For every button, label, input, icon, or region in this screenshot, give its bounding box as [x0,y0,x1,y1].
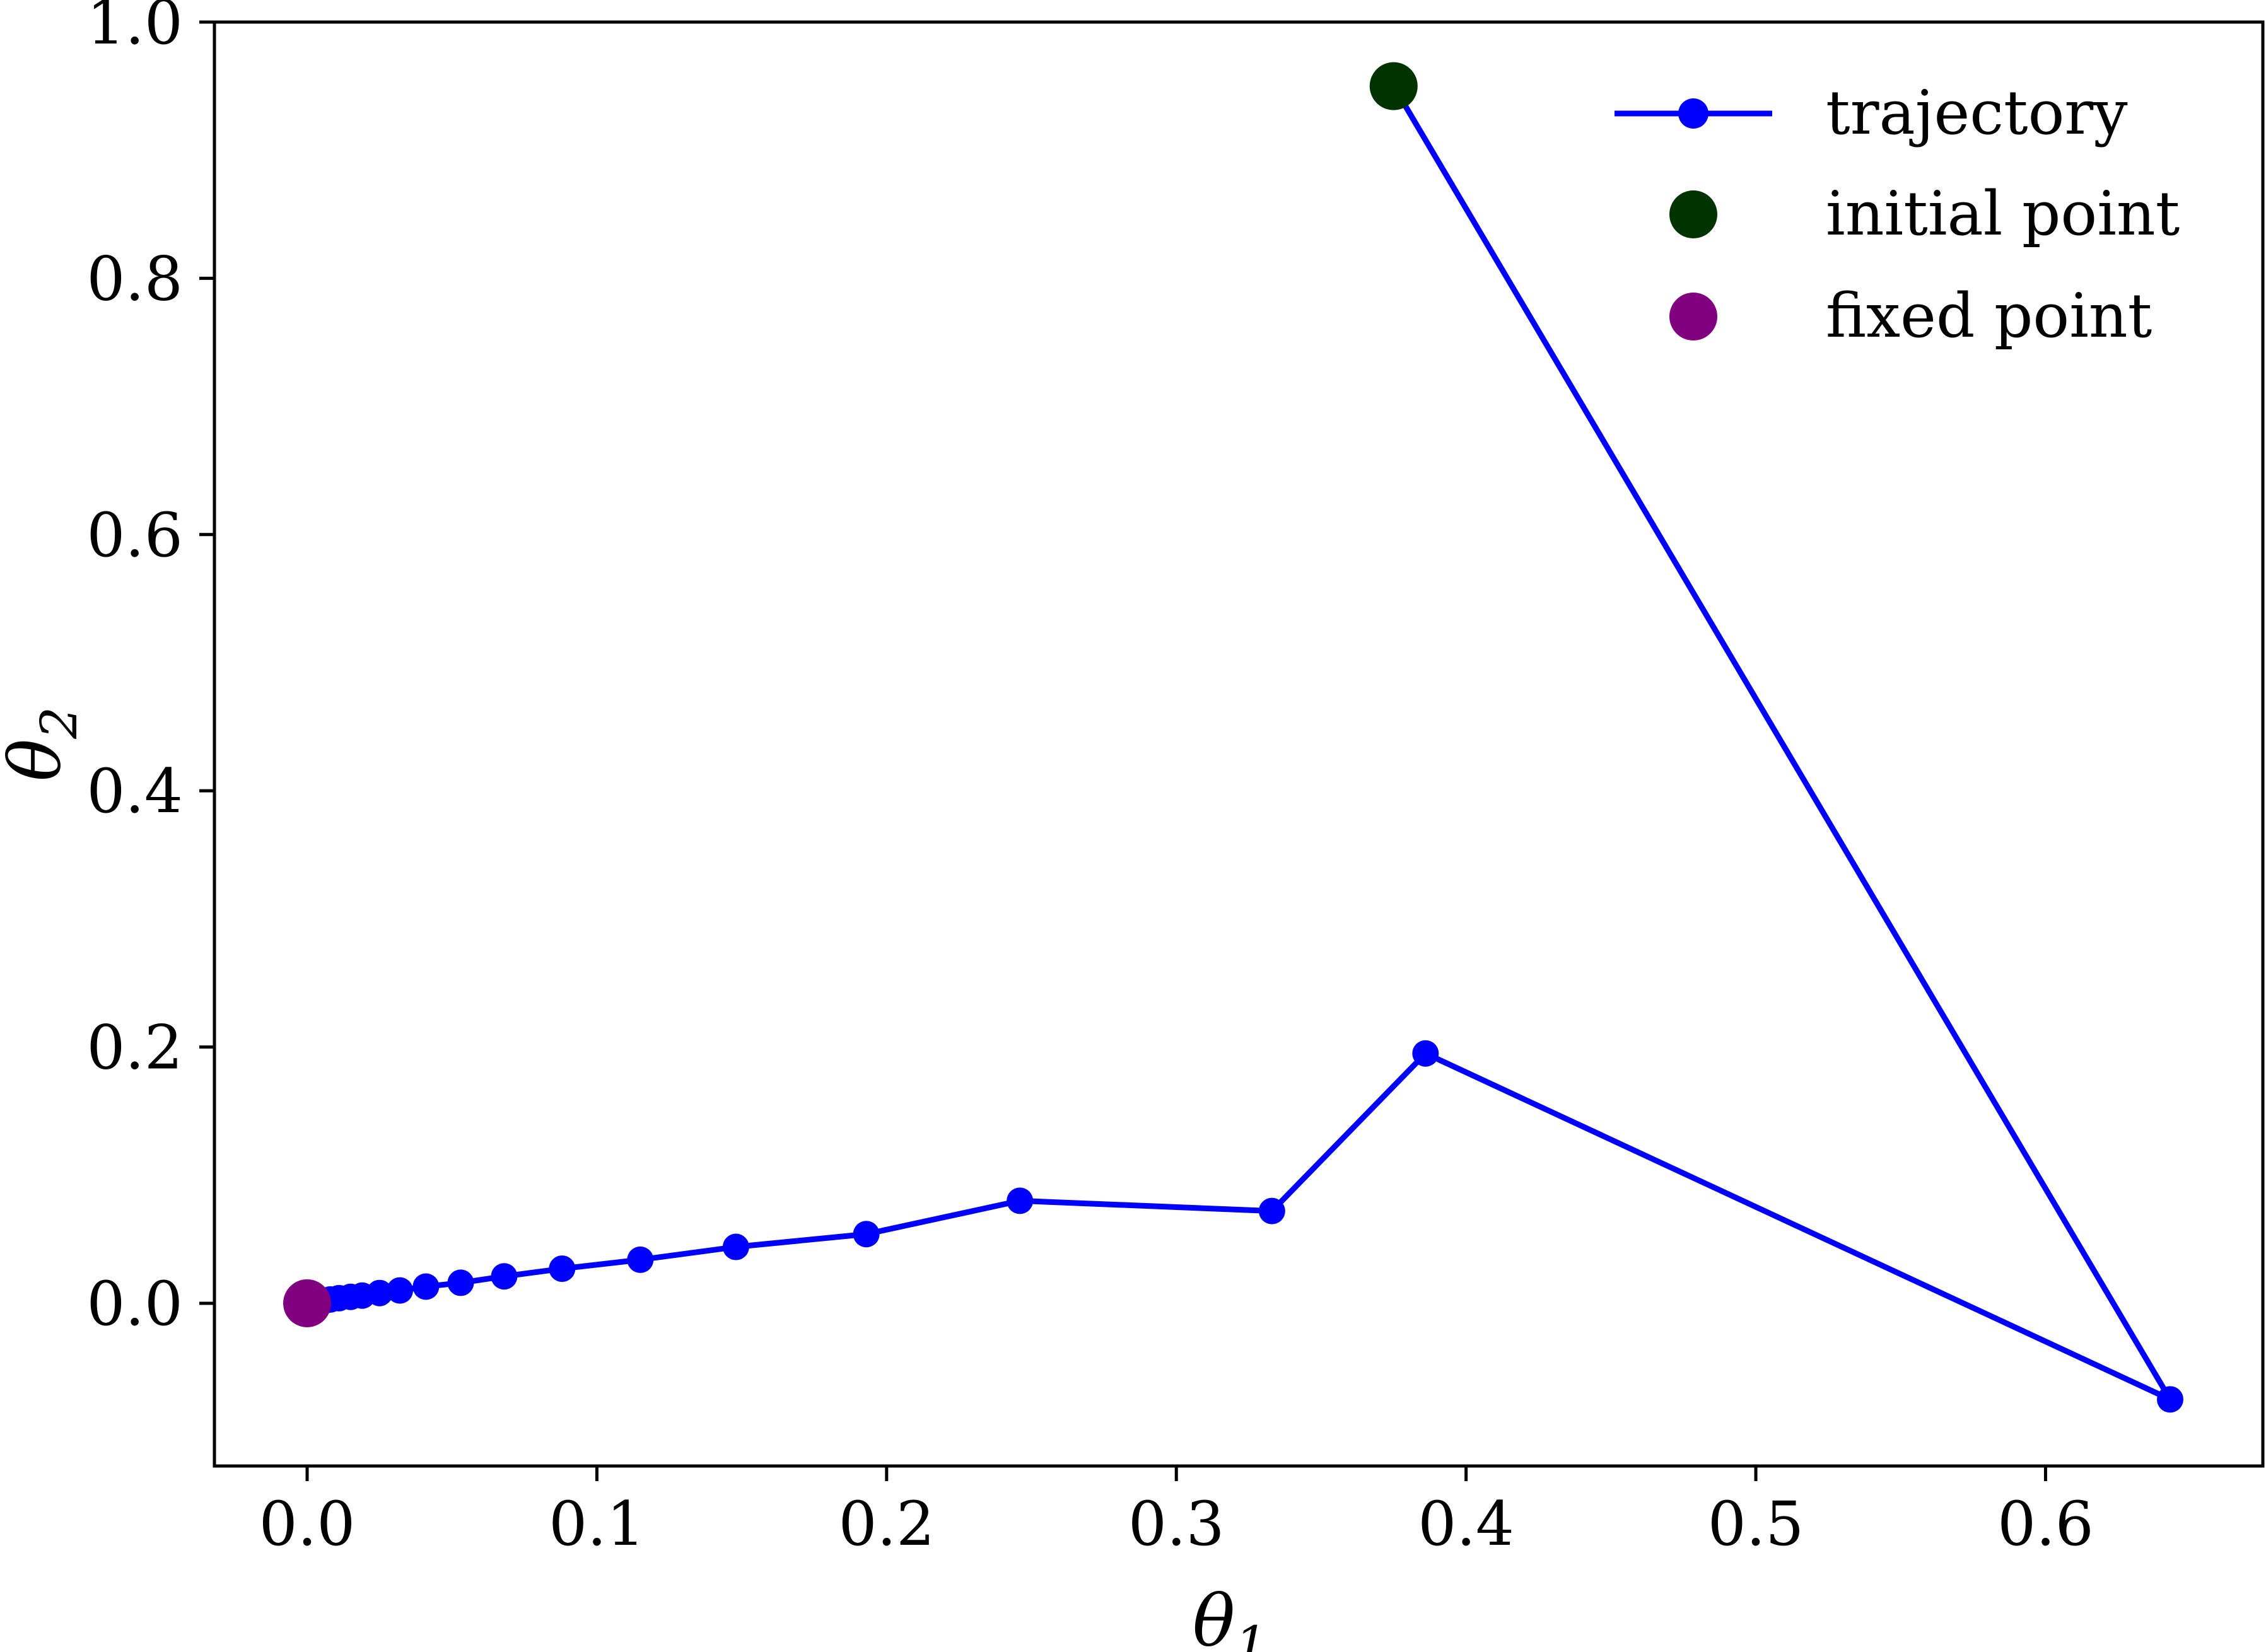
trajectory-point [853,1221,880,1248]
legend-initial-point-marker [1669,190,1717,238]
legend: trajectory initial point fixed point [1615,78,2180,351]
x-tick-label: 0.5 [1708,1489,1804,1559]
trajectory-point [387,1277,414,1304]
x-axis-label-symbol: θ [1193,1581,1235,1652]
x-tick-label: 0.1 [549,1489,645,1559]
x-axis-label: θ1 [1193,1581,1267,1652]
y-tick-label: 0.4 [86,756,183,827]
legend-item-fixed-point: fixed point [1669,281,2152,351]
initial-point-marker [1369,62,1418,110]
trajectory-point [491,1263,518,1290]
plot-frame [213,20,2265,1468]
x-tick-label: 0.2 [838,1489,935,1559]
y-axis-label-symbol: θ [0,739,77,781]
axes: 0.0 0.1 0.2 0.3 0.4 0.5 0.6 0.0 0.2 0.4 0.6 0.8 1.0 [86,0,2265,1559]
y-tick-label: 0.0 [86,1269,183,1339]
trajectory-point [1007,1187,1034,1214]
x-tick-label: 0.0 [259,1489,356,1559]
x-tick-label: 0.6 [1997,1489,2094,1559]
y-tick-label: 0.8 [86,243,183,314]
y-axis-label-subscript: 2 [30,707,88,740]
plot-area [283,62,2183,1413]
x-axis-label-subscript: 1 [1235,1615,1267,1652]
trajectory-point [1258,1197,1285,1224]
trajectory-point [627,1246,654,1273]
trajectory-point [412,1273,440,1300]
x-tick-label: 0.3 [1128,1489,1225,1559]
trajectory-point [447,1269,474,1296]
legend-fixed-point-marker [1669,293,1717,340]
y-tick-label: 0.6 [86,500,183,571]
legend-label-trajectory: trajectory [1826,78,2128,148]
fixed-point-marker [283,1279,332,1327]
legend-label-initial-point: initial point [1826,178,2180,249]
trajectory-point [1412,1040,1439,1067]
legend-trajectory-marker [1678,98,1708,129]
y-tick-label: 0.2 [86,1013,183,1083]
legend-item-trajectory: trajectory [1615,78,2128,148]
x-tick-label: 0.4 [1418,1489,1514,1559]
legend-label-fixed-point: fixed point [1826,281,2152,351]
y-axis-label: θ2 [0,707,88,781]
legend-item-initial-point: initial point [1669,178,2180,249]
trajectory-point [722,1233,749,1260]
trajectory-point [549,1255,576,1283]
y-tick-label: 1.0 [86,0,183,58]
trajectory-point [2156,1386,2183,1413]
